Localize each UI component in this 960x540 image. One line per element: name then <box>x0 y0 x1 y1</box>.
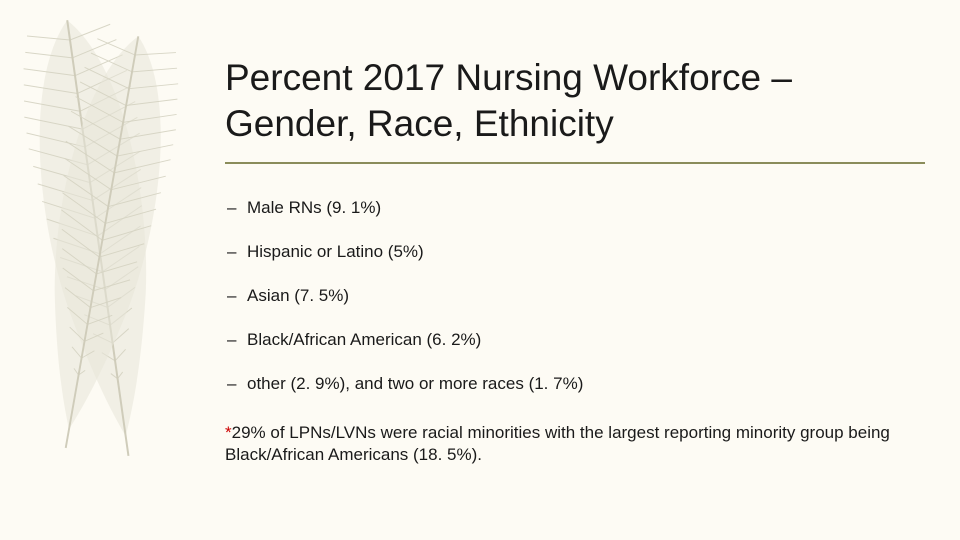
bullet-list: Male RNs (9. 1%) Hispanic or Latino (5%)… <box>225 198 925 394</box>
footnote-star: * <box>225 423 232 442</box>
footnote-text: 29% of LPNs/LVNs were racial minorities … <box>225 423 890 465</box>
list-item: Male RNs (9. 1%) <box>225 198 925 218</box>
list-item: Asian (7. 5%) <box>225 286 925 306</box>
slide-title: Percent 2017 Nursing Workforce – Gender,… <box>225 55 925 164</box>
footnote: *29% of LPNs/LVNs were racial minorities… <box>225 422 925 468</box>
list-item: Hispanic or Latino (5%) <box>225 242 925 262</box>
feather-decoration <box>0 0 220 540</box>
slide-content: Percent 2017 Nursing Workforce – Gender,… <box>225 55 925 467</box>
list-item: Black/African American (6. 2%) <box>225 330 925 350</box>
list-item: other (2. 9%), and two or more races (1.… <box>225 374 925 394</box>
